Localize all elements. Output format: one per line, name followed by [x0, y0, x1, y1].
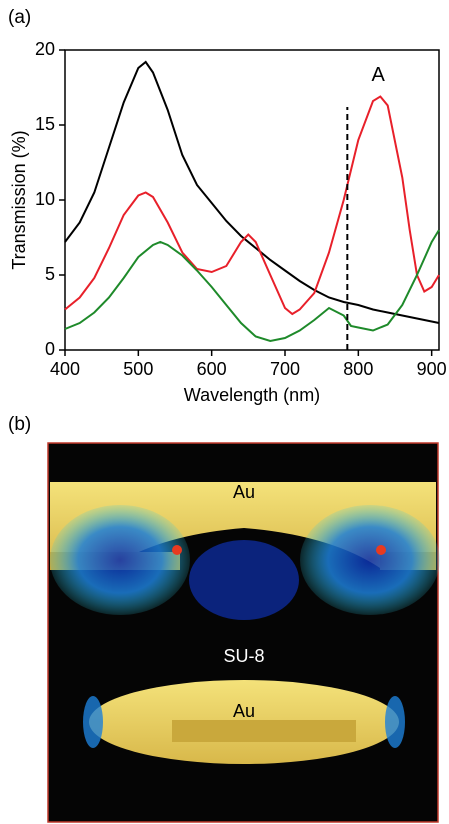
x-tick-label: 900 — [417, 359, 447, 379]
y-tick-label: 15 — [35, 114, 55, 134]
axes-frame — [65, 50, 439, 350]
y-tick-label: 10 — [35, 189, 55, 209]
plot: 400 500 600 700 800 900 0 5 10 15 20 Wavelength (nm… — [9, 39, 447, 405]
x-axis-title: Wavelength (nm) — [184, 385, 320, 405]
x-tick-label: 700 — [270, 359, 300, 379]
y-tick-label: 5 — [45, 264, 55, 284]
field-image: Au SU-8 Au — [48, 443, 440, 822]
y-tick-label: 0 — [45, 339, 55, 359]
image-label: Au — [233, 482, 255, 502]
figure: (a) (b) 400 500 600 700 800 900 0 5 10 15 20 Wavele… — [0, 0, 449, 824]
x-tick-label: 800 — [343, 359, 373, 379]
x-tick-label: 500 — [123, 359, 153, 379]
annotation: A — [371, 64, 385, 86]
y-tick-label: 20 — [35, 39, 55, 59]
image-label: Au — [233, 701, 255, 721]
panel-label: (a) — [8, 7, 31, 28]
x-tick-label: 600 — [197, 359, 227, 379]
series-line — [65, 230, 439, 341]
x-tick-label: 400 — [50, 359, 80, 379]
y-axis-title: Transmission (%) — [9, 130, 29, 269]
image-label: SU-8 — [223, 646, 264, 666]
panel-label: (b) — [8, 414, 31, 435]
